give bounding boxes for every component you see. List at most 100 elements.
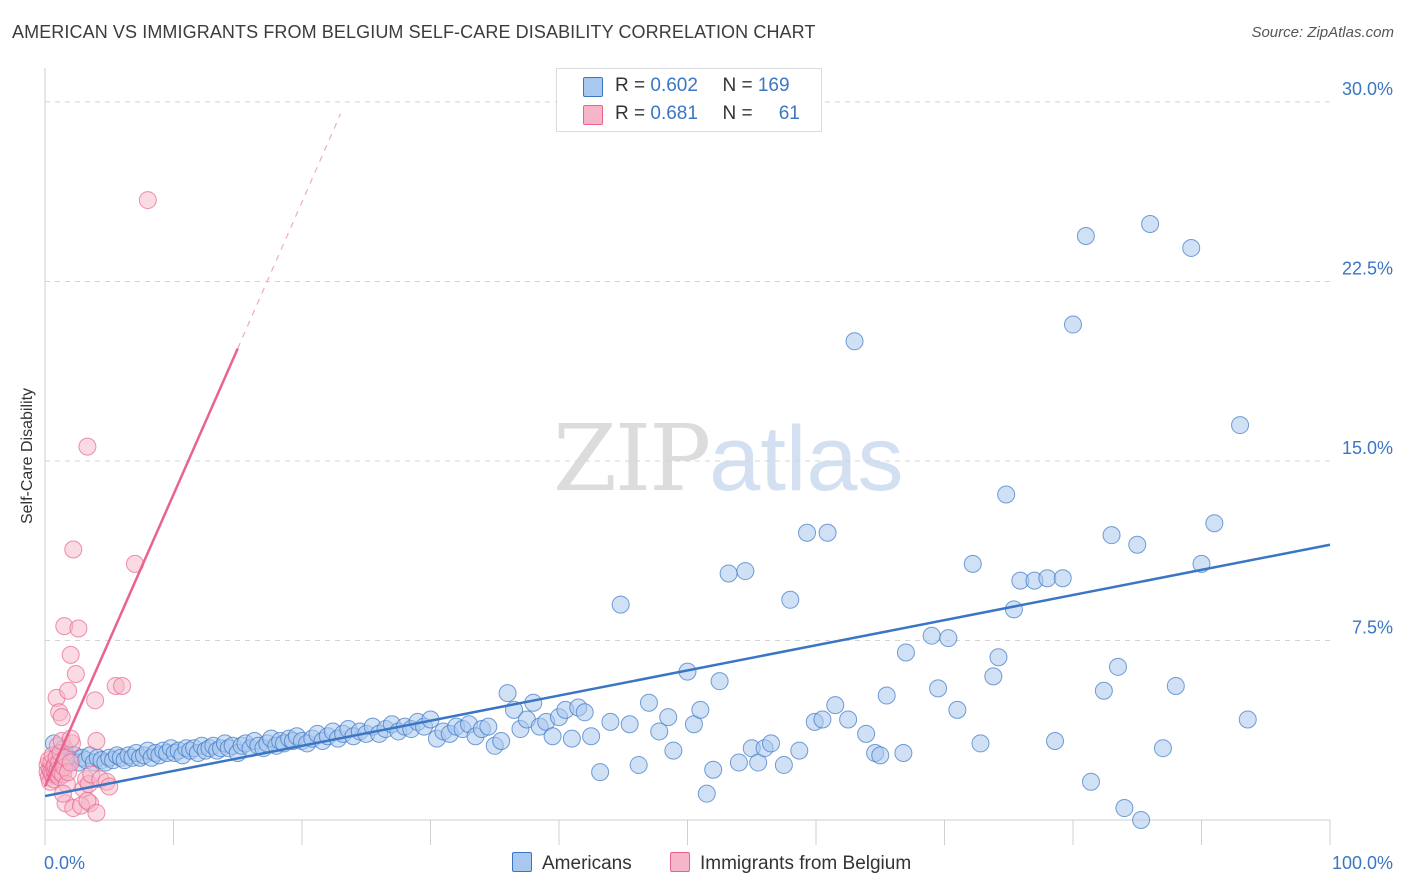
- americans-point: [492, 732, 511, 751]
- americans-point: [704, 760, 723, 779]
- americans-point: [818, 523, 837, 542]
- belgium-point: [61, 645, 80, 664]
- belgium-swatch: [583, 105, 603, 125]
- belgium-point: [78, 437, 97, 456]
- americans-point: [1076, 226, 1095, 245]
- americans-point: [894, 743, 913, 762]
- r-label: R =: [615, 75, 651, 96]
- belgium-point: [64, 540, 83, 559]
- stats-row-belgium: R = 0.681 N = 61: [557, 100, 821, 128]
- americans-point: [1053, 569, 1072, 588]
- americans-point: [729, 753, 748, 772]
- belgium-legend-label: Immigrants from Belgium: [700, 853, 912, 874]
- americans-point: [591, 763, 610, 782]
- stats-text-americans: R = 0.602 N = 169: [615, 72, 790, 100]
- americans-point: [1108, 657, 1127, 676]
- n-value: 61: [778, 103, 800, 124]
- belgium-trendline: [43, 347, 239, 787]
- americans-point: [813, 710, 832, 729]
- americans-point: [774, 755, 793, 774]
- belgium-point: [113, 676, 132, 695]
- watermark-atlas: atlas: [709, 408, 904, 510]
- americans-point: [1115, 799, 1134, 818]
- belgium-point: [87, 803, 106, 822]
- americans-point: [543, 727, 562, 746]
- americans-point: [710, 672, 729, 691]
- americans-point: [1046, 732, 1065, 751]
- americans-point: [697, 784, 716, 803]
- stats-legend: R = 0.602 N = 169 R = 0.681 N = 61: [556, 68, 822, 132]
- n-value: 169: [757, 75, 790, 96]
- americans-legend-label: Americans: [542, 853, 632, 874]
- watermark-zip: ZIP: [553, 405, 711, 512]
- americans-point: [839, 710, 858, 729]
- americans-point: [790, 741, 809, 760]
- stats-text-belgium: R = 0.681 N = 61: [615, 100, 800, 128]
- americans-point: [939, 629, 958, 648]
- americans-point: [997, 485, 1016, 504]
- americans-point: [620, 715, 639, 734]
- americans-point: [1004, 600, 1023, 619]
- source-credit: Source: ZipAtlas.com: [1251, 24, 1394, 41]
- americans-point: [650, 722, 669, 741]
- x-tick-label: 100.0%: [1332, 853, 1393, 873]
- legend-item-americans[interactable]: Americans: [512, 851, 632, 877]
- belgium-legend-swatch: [670, 852, 690, 872]
- americans-point: [948, 700, 967, 719]
- legend-item-belgium[interactable]: Immigrants from Belgium: [670, 851, 911, 877]
- americans-point: [877, 686, 896, 705]
- americans-point: [762, 734, 781, 753]
- belgium-point: [61, 753, 80, 772]
- belgium-point: [87, 732, 106, 751]
- n-label: N =: [722, 103, 758, 124]
- americans-point: [798, 523, 817, 542]
- americans-point: [826, 696, 845, 715]
- americans-point: [629, 755, 648, 774]
- americans-point: [639, 693, 658, 712]
- r-label: R =: [615, 103, 651, 124]
- americans-point: [1141, 215, 1160, 234]
- americans-point: [1153, 739, 1172, 758]
- americans-point: [963, 554, 982, 573]
- r-value: 0.602: [650, 75, 698, 96]
- x-tick-label: 0.0%: [44, 853, 85, 873]
- americans-point: [1205, 514, 1224, 533]
- americans-point: [922, 626, 941, 645]
- americans-point: [896, 643, 915, 662]
- americans-point: [1064, 315, 1082, 334]
- belgium-point: [59, 681, 78, 700]
- americans-point: [845, 332, 864, 351]
- americans-point: [719, 564, 738, 583]
- americans-point: [659, 708, 678, 727]
- americans-trendline: [44, 543, 1331, 798]
- americans-point: [929, 679, 948, 698]
- americans-point: [857, 724, 876, 743]
- stats-row-americans: R = 0.602 N = 169: [557, 72, 821, 100]
- y-tick-label: 30.0%: [1342, 79, 1393, 99]
- belgium-point: [78, 791, 97, 810]
- americans-point: [611, 595, 630, 614]
- y-tick-label: 15.0%: [1342, 438, 1393, 458]
- americans-point: [1128, 535, 1147, 554]
- americans-point: [984, 667, 1003, 686]
- americans-point: [1166, 676, 1185, 695]
- chart-title: AMERICAN VS IMMIGRANTS FROM BELGIUM SELF…: [12, 22, 816, 42]
- belgium-point: [100, 777, 119, 796]
- y-tick-label: 22.5%: [1342, 258, 1393, 278]
- americans-point: [1038, 569, 1057, 588]
- americans-point: [664, 741, 683, 760]
- belgium-point: [52, 708, 71, 727]
- americans-point: [1102, 526, 1121, 545]
- americans-point: [601, 712, 620, 731]
- americans-point: [575, 703, 594, 722]
- belgium-point: [66, 664, 85, 683]
- belgium-point: [69, 619, 88, 638]
- n-label: N =: [722, 75, 758, 96]
- americans-point: [1238, 710, 1257, 729]
- americans-point: [691, 700, 710, 719]
- americans-point: [736, 562, 755, 581]
- belgium-trendline-extension: [237, 113, 342, 349]
- americans-point: [562, 729, 581, 748]
- americans-point: [479, 717, 498, 736]
